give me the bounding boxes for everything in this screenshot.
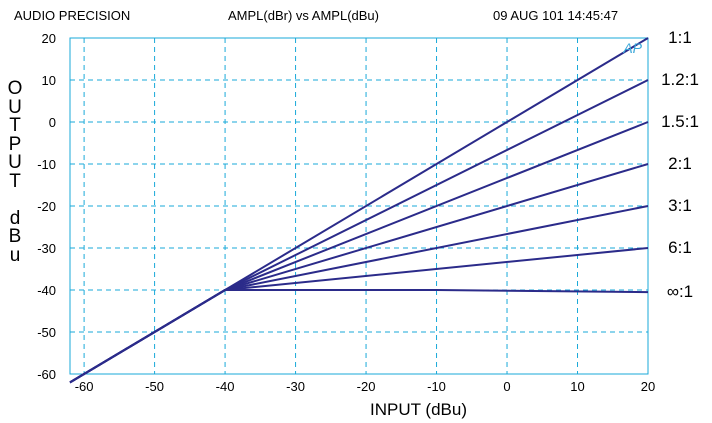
ratio-label: 3:1 [668, 196, 692, 215]
y-tick-label: 20 [42, 31, 56, 46]
x-axis-label: INPUT (dBu) [370, 400, 467, 419]
x-tick-label: -30 [286, 379, 305, 394]
series-line [69, 247, 649, 384]
chart-title: AMPL(dBr) vs AMPL(dBu) [228, 8, 379, 23]
y-tick-label: -50 [37, 325, 56, 340]
ratio-label: ∞:1 [666, 282, 694, 302]
x-tick-label: -60 [75, 379, 94, 394]
x-tick-label: -10 [427, 379, 446, 394]
header-left-text: AUDIO PRECISION [14, 8, 131, 23]
ratio-label: 2:1 [668, 154, 692, 173]
x-tick-label: -20 [357, 379, 376, 394]
y-tick-label: -10 [37, 157, 56, 172]
ratio-label: 1:1 [668, 28, 692, 47]
ap-logo: AP [622, 40, 642, 56]
ratio-label: 1.5:1 [661, 112, 699, 131]
y-tick-label: -30 [37, 241, 56, 256]
ratio-label: 1.2:1 [661, 70, 699, 89]
y-tick-label: -60 [37, 367, 56, 382]
series-line [69, 205, 649, 384]
x-tick-label: -50 [145, 379, 164, 394]
series-line [69, 289, 649, 384]
y-tick-label: 0 [49, 115, 56, 130]
x-tick-label: 10 [570, 379, 584, 394]
y-tick-label: 10 [42, 73, 56, 88]
y-tick-label: -20 [37, 199, 56, 214]
y-axis-label: O U T P U T d B u [7, 78, 23, 266]
series-line [69, 79, 649, 384]
y-tick-label: -40 [37, 283, 56, 298]
series-line [69, 121, 649, 384]
series-line [69, 163, 649, 384]
header-timestamp: 09 AUG 101 14:45:47 [493, 8, 619, 23]
ratio-label: 6:1 [668, 238, 692, 257]
x-tick-label: -40 [216, 379, 235, 394]
x-tick-label: 20 [641, 379, 655, 394]
x-tick-label: 0 [503, 379, 510, 394]
